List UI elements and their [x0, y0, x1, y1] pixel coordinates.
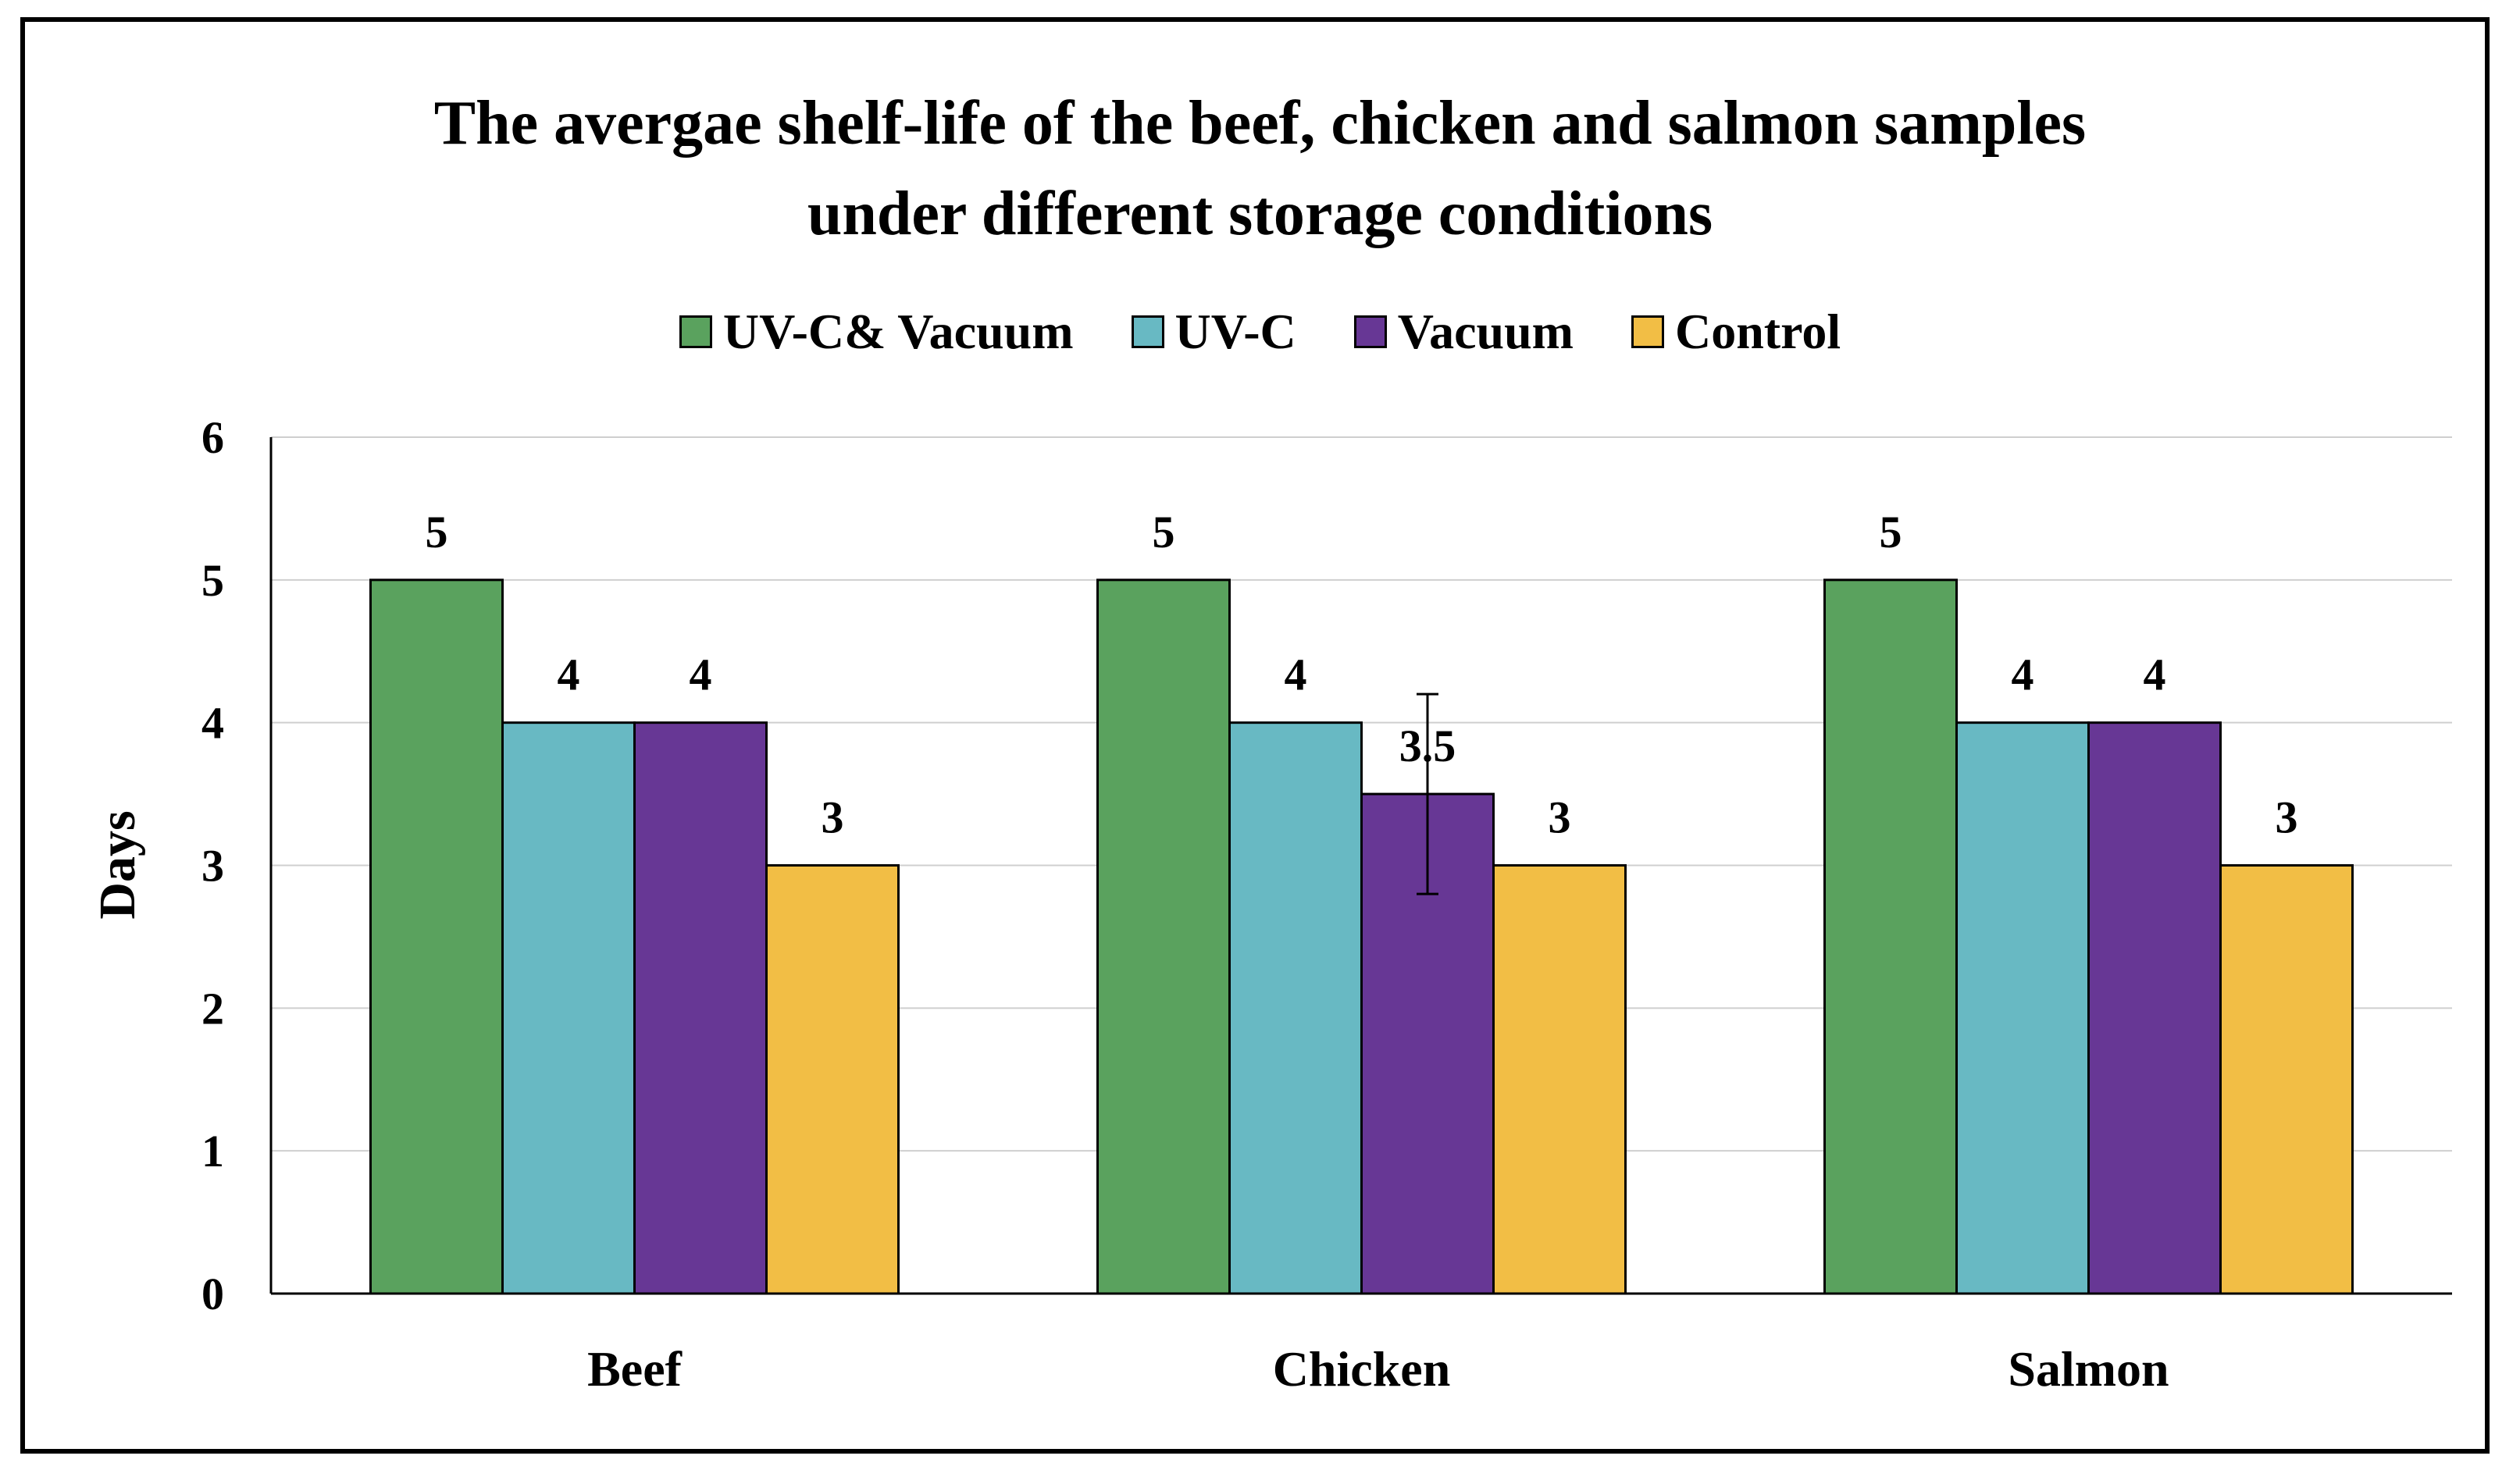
bar-vacuum-salmon: [2087, 721, 2222, 1295]
y-tick-label: 3: [201, 841, 224, 892]
bar-control-chicken: [1492, 864, 1627, 1295]
legend-swatch-control: [1631, 315, 1664, 348]
data-label-uv-c-salmon: 4: [2012, 650, 2034, 700]
legend-swatch-uvc: [1131, 315, 1164, 348]
bar-uv-c-vacuum-beef: [369, 578, 504, 1295]
data-label-control-chicken: 3: [1549, 792, 1571, 843]
legend-item-uvc: UV-C: [1131, 303, 1296, 361]
bar-control-salmon: [2219, 864, 2354, 1295]
bar-uv-c-vacuum-chicken: [1096, 578, 1231, 1295]
legend-label-uvc: UV-C: [1174, 304, 1296, 359]
bar-uv-c-beef: [501, 721, 636, 1295]
y-tick-label: 0: [201, 1269, 224, 1319]
y-tick-label: 1: [201, 1126, 224, 1176]
y-tick-label: 6: [201, 412, 224, 463]
data-label-uv-c-vacuum-salmon: 5: [1880, 507, 1902, 557]
data-label-vacuum-chicken: 3.5: [1399, 721, 1456, 771]
x-tick-label-chicken: Chicken: [1273, 1341, 1451, 1397]
data-label-vacuum-salmon: 4: [2144, 650, 2166, 700]
data-label-control-salmon: 3: [2276, 792, 2298, 843]
data-label-vacuum-beef: 4: [690, 650, 712, 700]
x-tick-label-salmon: Salmon: [2008, 1341, 2169, 1397]
bar-control-beef: [765, 864, 900, 1295]
legend-item-vacuum: Vacuum: [1353, 303, 1574, 361]
data-label-uv-c-vacuum-chicken: 5: [1153, 507, 1175, 557]
legend-swatch-vacuum: [1353, 315, 1387, 348]
legend-swatch-uvc-vacuum: [679, 315, 712, 348]
y-tick-label: 5: [201, 555, 224, 606]
bar-vacuum-beef: [633, 721, 768, 1295]
chart-title-line-2: under different storage conditions: [807, 180, 1713, 248]
legend-label-control: Control: [1674, 304, 1841, 359]
data-label-uv-c-vacuum-beef: 5: [426, 507, 448, 557]
data-label-control-beef: 3: [822, 792, 844, 843]
legend-label-vacuum: Vacuum: [1397, 304, 1574, 359]
bar-uv-c-salmon: [1955, 721, 2090, 1295]
legend-item-control: Control: [1631, 303, 1841, 361]
y-tick-label: 2: [201, 983, 224, 1034]
bar-uv-c-chicken: [1228, 721, 1363, 1295]
data-label-uv-c-chicken: 4: [1285, 650, 1307, 700]
chart-title: The avergae shelf-life of the beef, chic…: [0, 78, 2520, 259]
y-axis-label: Days: [89, 810, 146, 919]
bar-uv-c-vacuum-salmon: [1823, 578, 1958, 1295]
legend-label-uvc-vacuum: UV-C& Vacuum: [722, 304, 1074, 359]
legend: UV-C& Vacuum UV-C Vacuum Control: [0, 303, 2520, 361]
chart-title-line-1: The avergae shelf-life of the beef, chic…: [433, 89, 2087, 158]
legend-item-uvc-vacuum: UV-C& Vacuum: [679, 303, 1074, 361]
y-tick-label: 4: [201, 698, 224, 749]
data-label-uv-c-beef: 4: [558, 650, 580, 700]
x-tick-label-beef: Beef: [587, 1341, 683, 1397]
